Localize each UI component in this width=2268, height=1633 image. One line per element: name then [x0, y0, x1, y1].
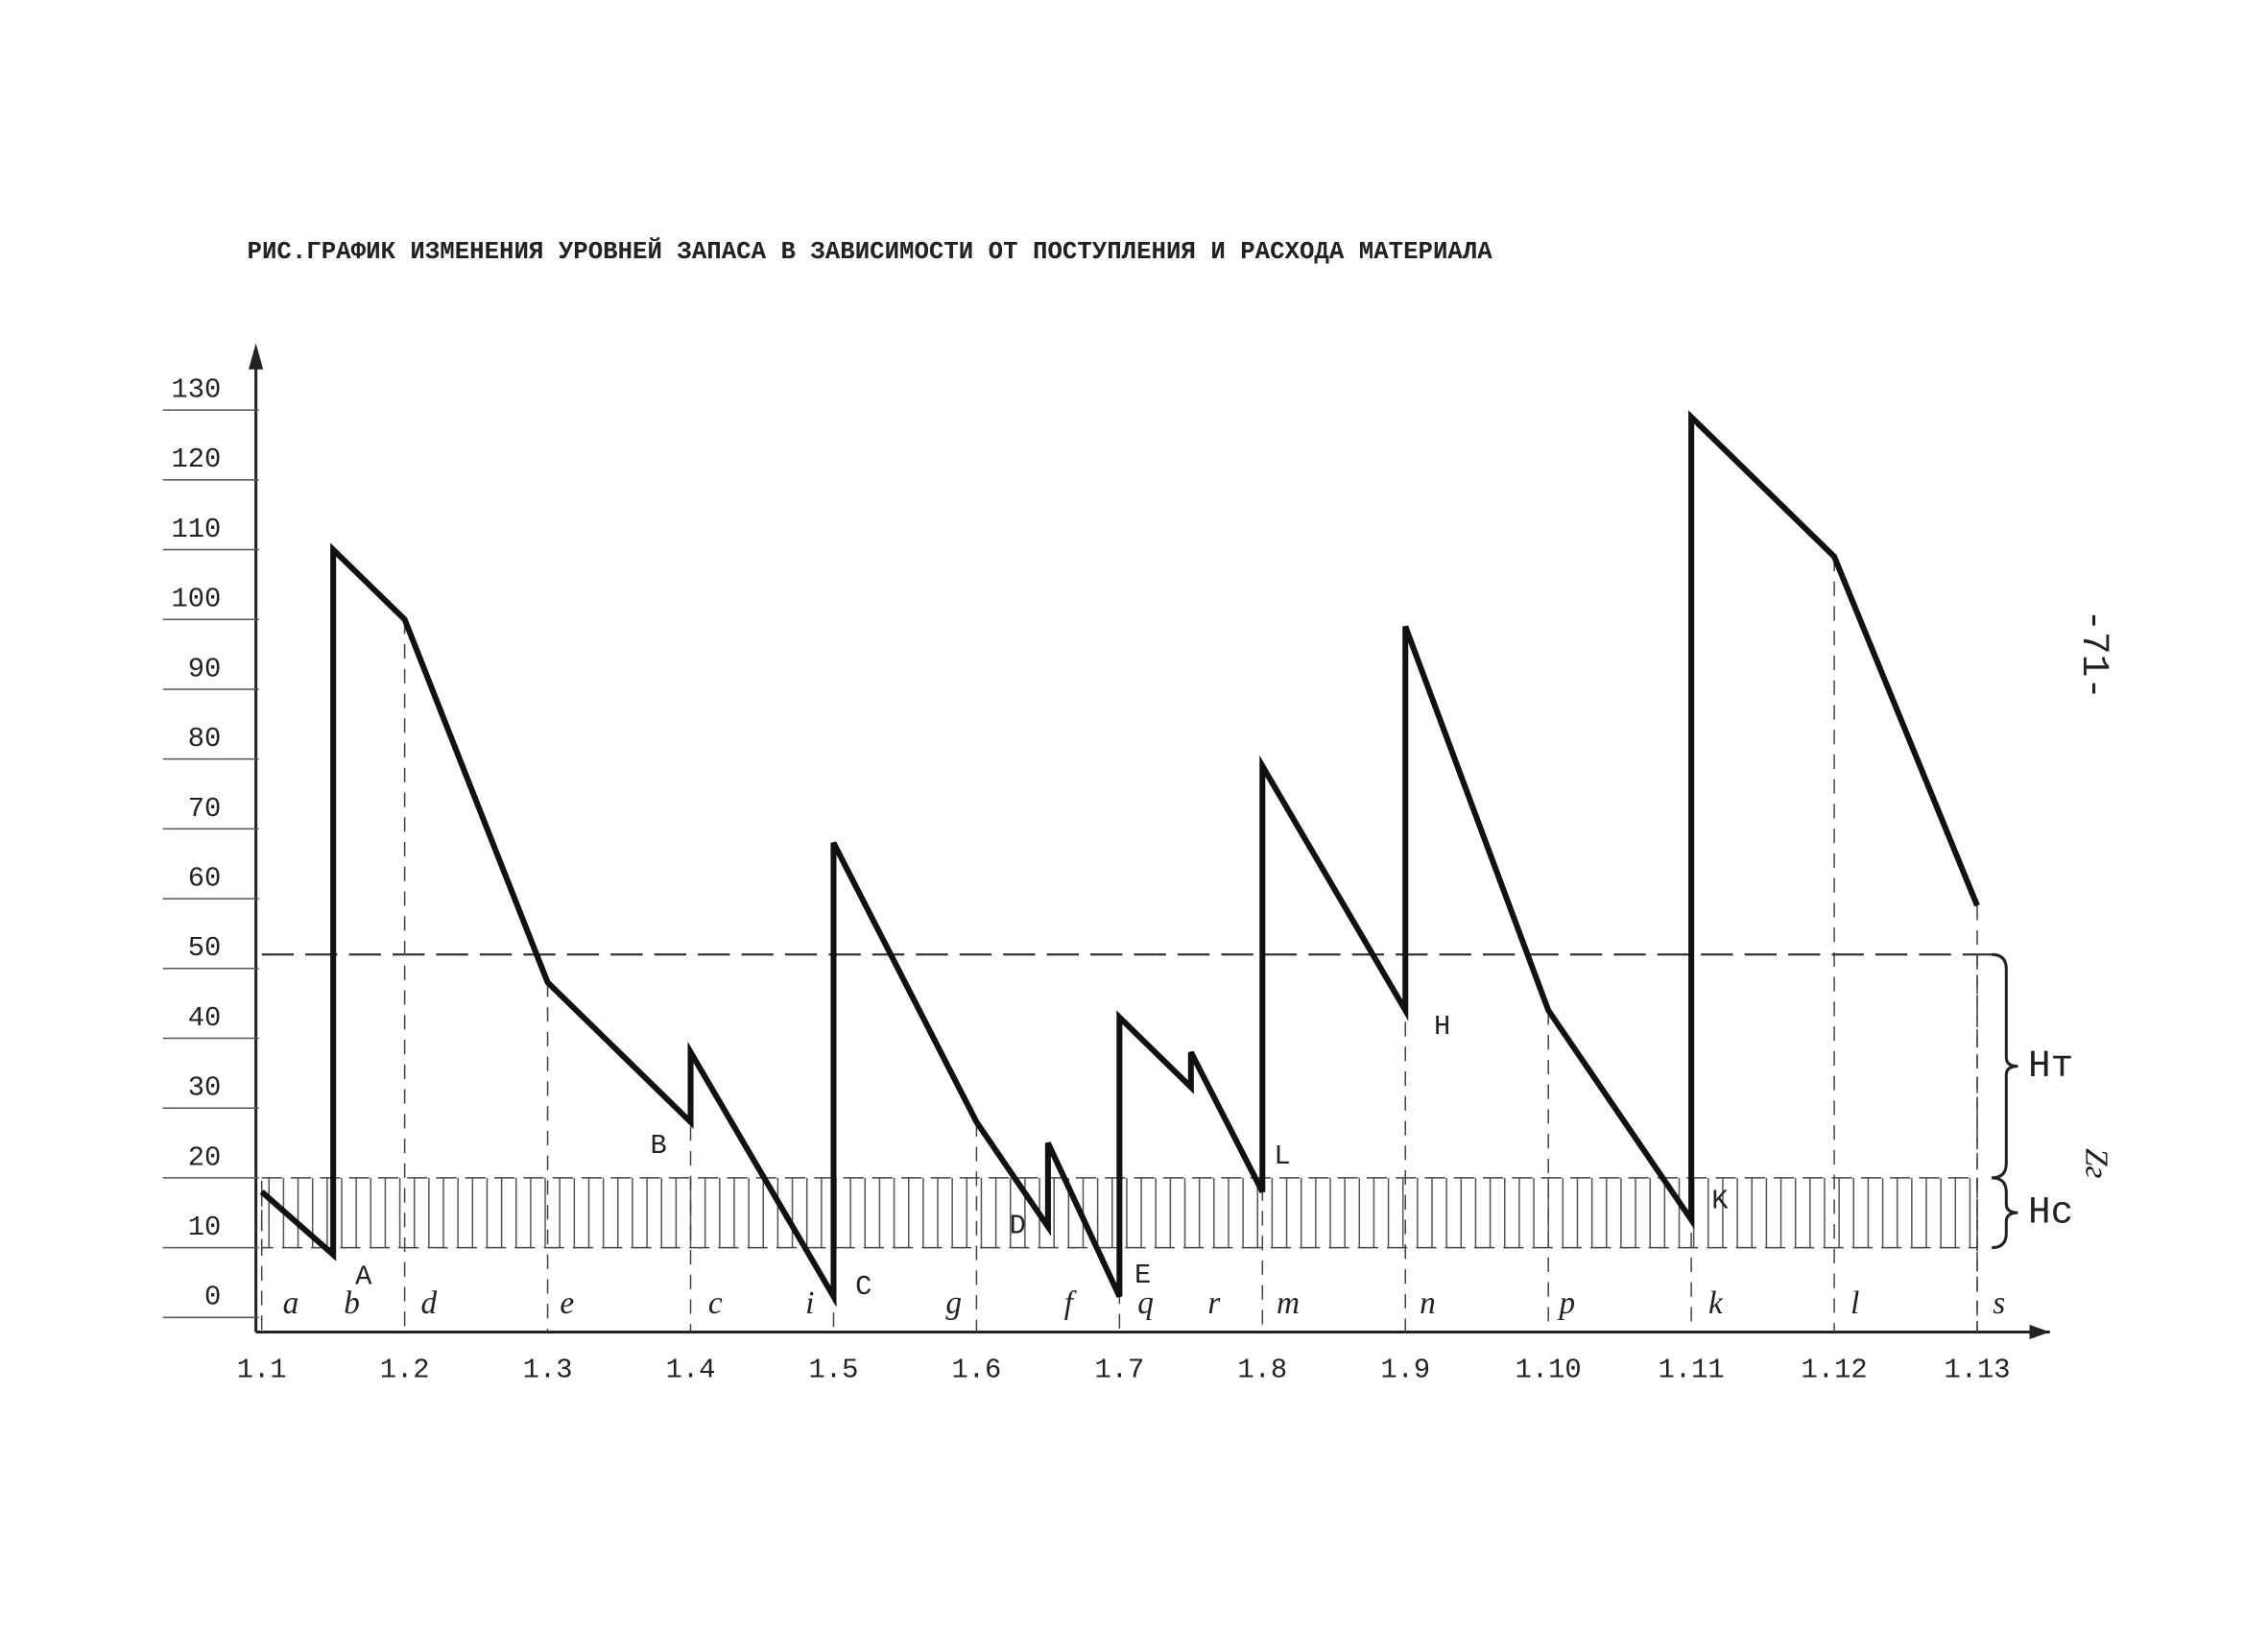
zone-label: Hc: [2028, 1191, 2073, 1235]
y-tick-label: 60: [188, 862, 222, 894]
y-tick-label: 120: [171, 444, 221, 475]
brace: [1992, 952, 2018, 1180]
point-label: E: [1134, 1260, 1151, 1291]
point-label: H: [1434, 1011, 1450, 1043]
stock-line: [259, 410, 1980, 1308]
point-label: B: [651, 1130, 667, 1162]
y-tick-label: 70: [188, 793, 222, 825]
x-tick-label: 1.7: [1094, 1354, 1144, 1385]
x-tick-label: 1.10: [1516, 1354, 1582, 1385]
y-tick-label: 110: [171, 514, 221, 545]
segment-label: s: [1993, 1285, 2005, 1321]
y-tick-label: 50: [188, 932, 222, 964]
y-tick-label: 100: [171, 584, 221, 615]
y-tick-label: 90: [188, 653, 222, 684]
x-tick-label: 1.2: [380, 1354, 430, 1385]
segment-label: c: [708, 1285, 723, 1321]
y-tick-label: 30: [188, 1072, 222, 1104]
x-arrow: [2029, 1324, 2050, 1340]
x-tick-label: 1.4: [666, 1354, 716, 1385]
x-tick-label: 1.9: [1380, 1354, 1430, 1385]
segment-label: m: [1277, 1285, 1300, 1321]
side-label: Zг: [2079, 1148, 2114, 1179]
x-tick-label: 1.8: [1237, 1354, 1287, 1385]
y-arrow: [249, 343, 264, 370]
point-label: K: [1711, 1186, 1729, 1217]
x-tick-label: 1.12: [1802, 1354, 1868, 1385]
chart-title: РИС.ГРАФИК ИЗМЕНЕНИЯ УРОВНЕЙ ЗАПАСА В ЗА…: [248, 237, 1493, 266]
x-tick-label: 1.13: [1944, 1354, 2010, 1385]
x-tick-label: 1.6: [952, 1354, 1002, 1385]
segment-label: a: [283, 1285, 299, 1321]
x-tick-label: 1.5: [809, 1354, 859, 1385]
segment-label: r: [1207, 1285, 1221, 1321]
segment-label: l: [1850, 1285, 1859, 1321]
segment-label: p: [1558, 1285, 1576, 1321]
segment-label: k: [1708, 1285, 1724, 1321]
x-tick-label: 1.3: [523, 1354, 573, 1385]
y-tick-label: 20: [188, 1141, 222, 1173]
segment-label: g: [945, 1285, 962, 1321]
segment-label: b: [344, 1285, 360, 1321]
y-tick-label: 130: [171, 374, 221, 406]
y-tick-label: 10: [188, 1212, 222, 1243]
y-tick-label: 0: [204, 1282, 221, 1313]
x-tick-label: 1.1: [237, 1354, 287, 1385]
point-label: L: [1274, 1141, 1290, 1172]
segment-label: n: [1420, 1285, 1436, 1321]
segment-label: i: [805, 1285, 814, 1321]
segment-label: f: [1064, 1285, 1078, 1321]
segment-label: q: [1137, 1285, 1154, 1321]
point-label: D: [1010, 1210, 1026, 1241]
y-tick-label: 80: [188, 723, 222, 755]
segment-label: e: [560, 1285, 574, 1321]
page-number: -71-: [2072, 609, 2115, 700]
point-label: A: [355, 1261, 372, 1292]
brace: [1992, 1176, 2018, 1250]
y-tick-label: 40: [188, 1002, 222, 1034]
zone-label: Hт: [2028, 1045, 2073, 1088]
segment-label: d: [421, 1285, 438, 1321]
point-label: C: [855, 1271, 871, 1303]
x-tick-label: 1.11: [1659, 1354, 1725, 1385]
